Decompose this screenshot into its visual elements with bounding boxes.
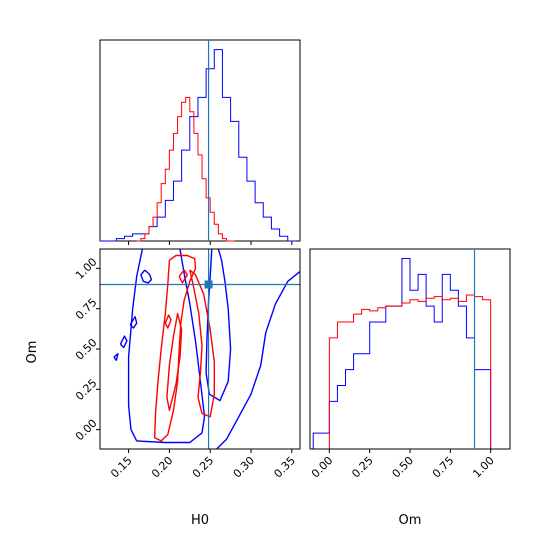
contour-ytick-label: 1.00 bbox=[73, 255, 100, 282]
hist-om-ticks: 0.00 0.25 0.50 0.75 1.00 bbox=[309, 249, 497, 480]
x-axis-label-h0: H0 bbox=[191, 513, 209, 528]
hist-om-xtick-label: 0.50 bbox=[390, 454, 417, 481]
contour-xtick-label: 0.30 bbox=[231, 454, 258, 481]
contour-line-blue bbox=[129, 316, 138, 329]
contour-xtick-label: 0.15 bbox=[108, 454, 135, 481]
contour-ytick-label: 0.00 bbox=[73, 417, 100, 444]
contour-panel: 0.15 0.20 0.25 0.30 0.35 0.00 0.25 0.50 0.75 1.00… bbox=[25, 248, 301, 528]
contour-ticks: 0.15 0.20 0.25 0.30 0.35 0.00 0.25 0.50 0.75 1.00 bbox=[73, 255, 298, 480]
contour-xtick-label: 0.35 bbox=[271, 454, 298, 481]
hist-h0-ticks bbox=[128, 40, 293, 245]
contour-line-red bbox=[178, 269, 189, 284]
hist-om-xtick-label: 0.75 bbox=[430, 454, 457, 481]
contour-line-blue bbox=[119, 335, 128, 349]
contour-series bbox=[100, 249, 300, 449]
hist-h0-series-red bbox=[136, 96, 235, 242]
hist-om-panel: 0.00 0.25 0.50 0.75 1.00 Om bbox=[309, 248, 511, 528]
hist-om-xtick-label: 1.00 bbox=[470, 454, 497, 481]
hist-om-series bbox=[312, 258, 507, 450]
hist-h0-series-blue bbox=[100, 49, 296, 242]
contour-line-blue bbox=[113, 353, 119, 361]
contour-line-blue bbox=[140, 269, 153, 284]
contour-ytick-label: 0.25 bbox=[73, 376, 100, 403]
contour-xtick-label: 0.25 bbox=[190, 454, 217, 481]
hist-om-series-red bbox=[328, 294, 492, 449]
x-axis-label-om: Om bbox=[399, 513, 422, 528]
contour-line-red bbox=[153, 254, 197, 442]
y-axis-label-om: Om bbox=[25, 341, 40, 364]
contour-lines-group bbox=[100, 249, 300, 449]
hist-om-series-blue bbox=[312, 258, 507, 450]
contour-line-red bbox=[166, 312, 183, 411]
hist-om-xtick-label: 0.25 bbox=[349, 454, 376, 481]
truth-marker bbox=[204, 280, 213, 289]
contour-ytick-label: 0.75 bbox=[73, 296, 100, 323]
contour-line-blue bbox=[216, 271, 300, 449]
hist-h0-panel bbox=[99, 39, 301, 245]
hist-om-xtick-label: 0.00 bbox=[309, 454, 336, 481]
hist-h0-frame bbox=[99, 39, 301, 242]
contour-xtick-label: 0.20 bbox=[149, 454, 176, 481]
contour-line-blue bbox=[127, 249, 206, 444]
contour-line-red bbox=[164, 314, 172, 329]
hist-h0-series bbox=[100, 49, 296, 242]
contour-line-red bbox=[189, 269, 216, 418]
contour-ytick-label: 0.50 bbox=[73, 336, 100, 363]
